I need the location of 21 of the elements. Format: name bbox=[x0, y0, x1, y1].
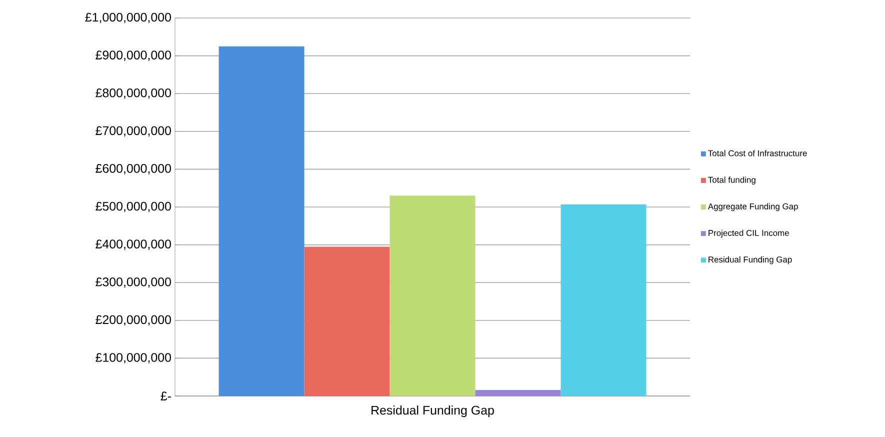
y-tick-label: £200,000,000 bbox=[96, 315, 171, 326]
legend-label: Total Cost of Infrastructure bbox=[708, 150, 807, 156]
bar bbox=[304, 246, 390, 396]
bar bbox=[475, 390, 561, 396]
legend-label: Total funding bbox=[708, 176, 756, 185]
y-tick-label: £1,000,000,000 bbox=[85, 12, 171, 24]
y-tick-label: £400,000,000 bbox=[96, 240, 171, 250]
legend-label: Residual Funding Gap bbox=[708, 256, 792, 264]
y-tick-label: £700,000,000 bbox=[96, 126, 171, 137]
y-tick-label: £900,000,000 bbox=[96, 50, 171, 61]
y-tick-label: £100,000,000 bbox=[96, 353, 171, 364]
y-tick-label: £500,000,000 bbox=[96, 202, 171, 212]
legend-label: Aggregate Funding Gap bbox=[708, 203, 798, 212]
bar bbox=[560, 204, 646, 396]
bar bbox=[390, 196, 476, 396]
legend-label: Projected CIL Income bbox=[708, 230, 789, 238]
y-tick-label: £300,000,000 bbox=[96, 277, 171, 288]
y-tick-label: £800,000,000 bbox=[96, 88, 171, 99]
bar bbox=[218, 46, 304, 396]
y-tick-label: £600,000,000 bbox=[96, 164, 171, 174]
y-tick-label: £- bbox=[160, 392, 171, 400]
